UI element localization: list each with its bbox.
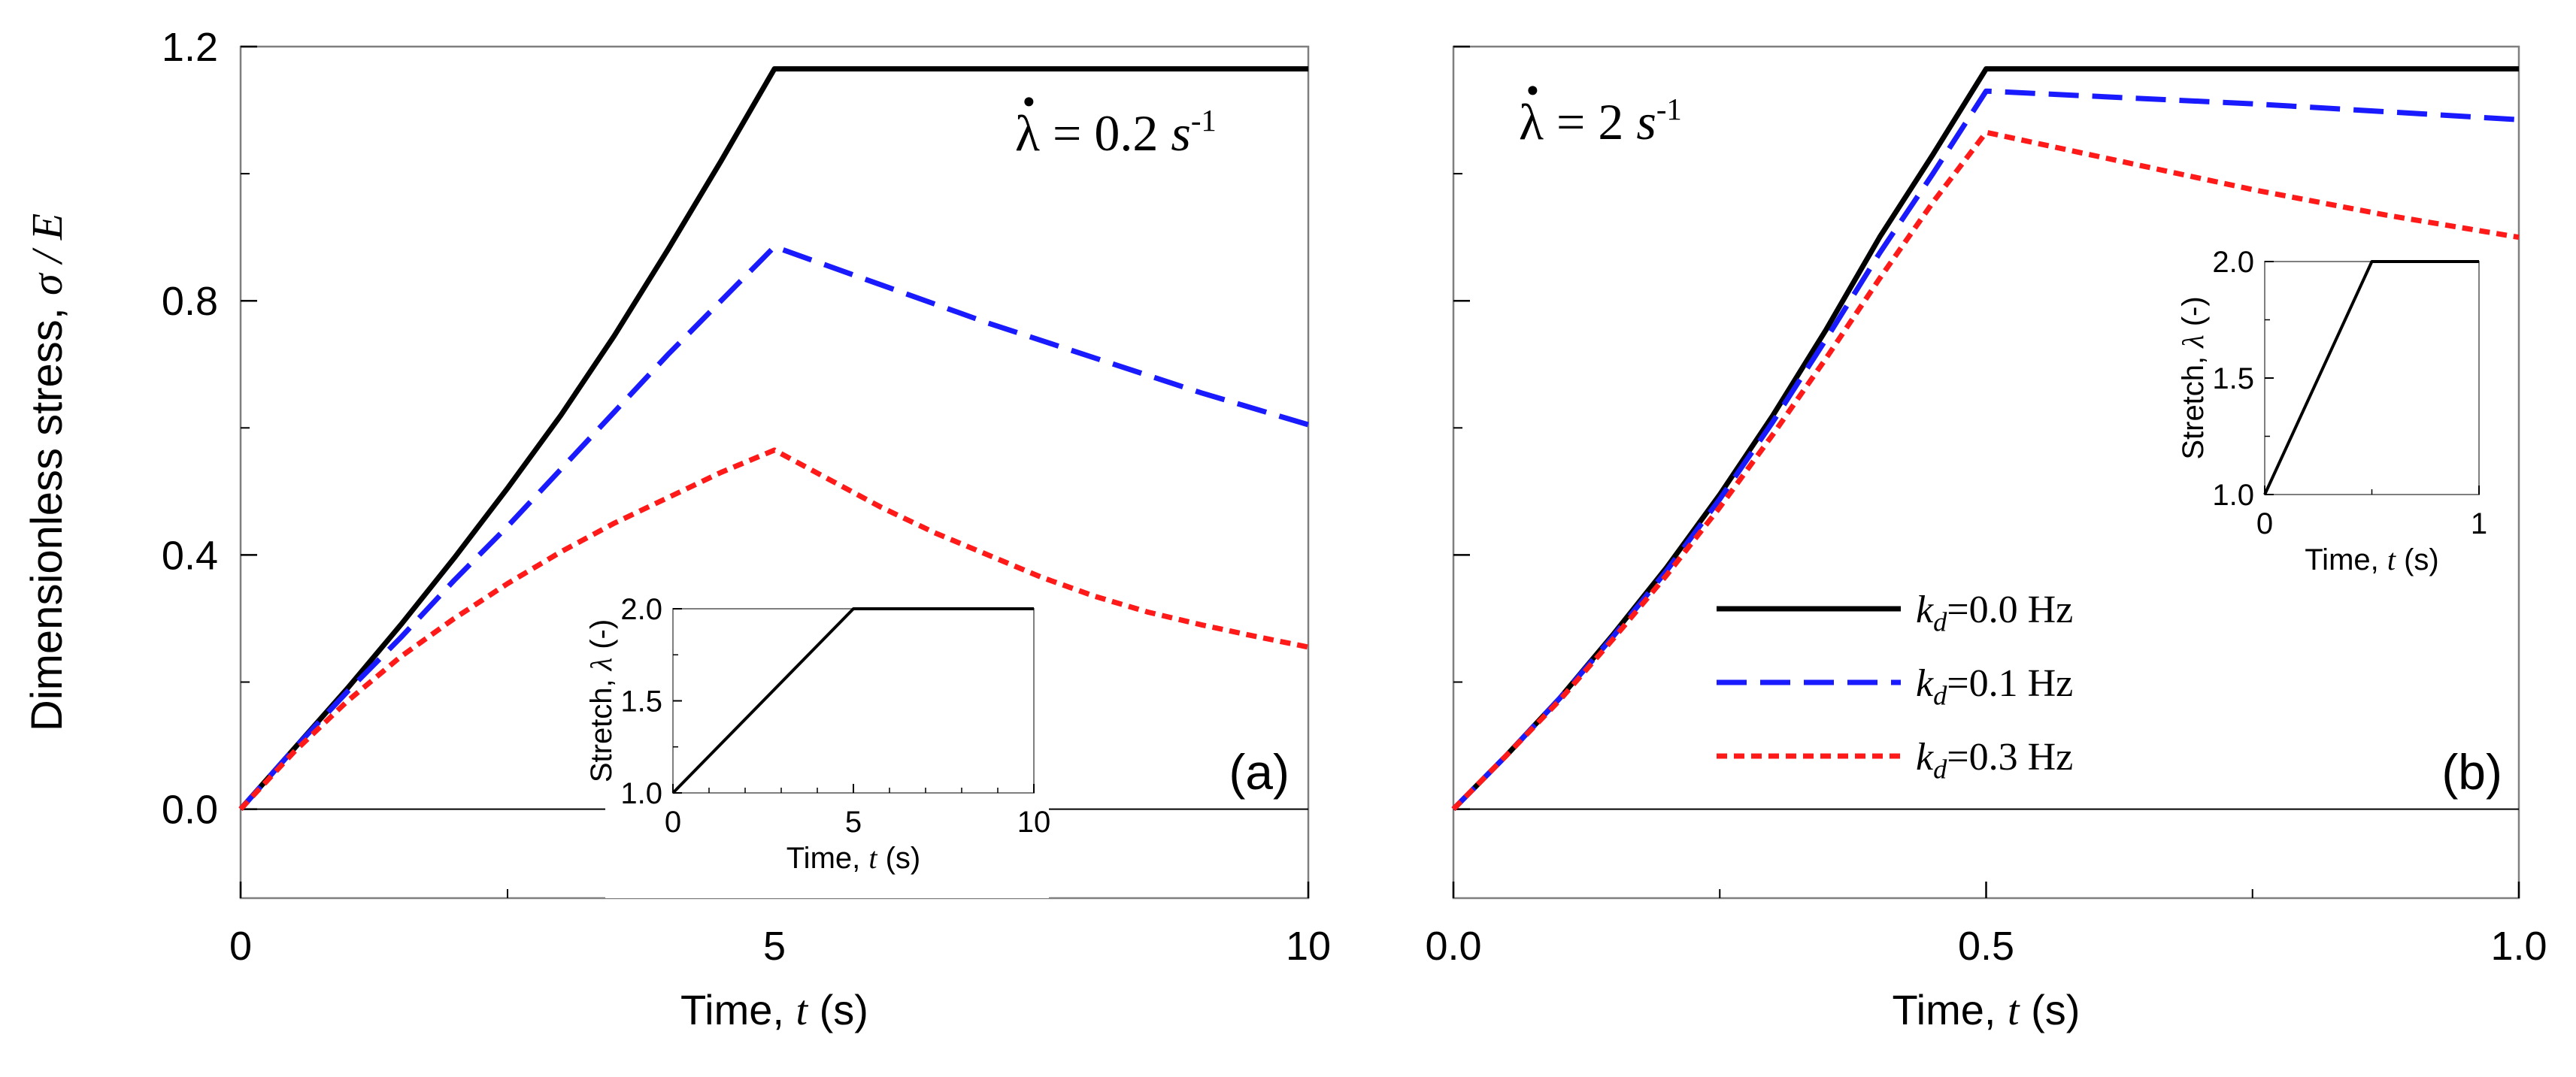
panel-label: (b)	[2441, 744, 2502, 800]
rate-dot	[1528, 86, 1538, 95]
inset-y-tick-label: 2.0	[2212, 246, 2254, 279]
series-line	[1451, 88, 2520, 812]
inset-x-tick-label: 1	[2471, 507, 2487, 540]
inset-x-tick-label: 0	[2256, 507, 2273, 540]
x-tick-label: 0	[229, 924, 252, 969]
x-tick-label: 10	[1286, 924, 1331, 969]
x-axis-label: Time, t (s)	[680, 986, 868, 1034]
panel-b: 0.0 0.5 1.0 Time, t (s) λ = 2 s-1 (b) kd=0.0 H…	[1425, 45, 2547, 1034]
inset-chart: 0 1 1.0 1.5 2.0 Time, t (s) Stretch, λ (-)	[2176, 246, 2494, 600]
rate-label: λ = 2 s-1	[1519, 92, 1682, 150]
series-line	[238, 244, 1309, 811]
y-tick-label: 0.0	[162, 788, 218, 833]
x-tick-label: 5	[763, 924, 786, 969]
y-tick-label: 1.2	[162, 25, 218, 70]
inset-y-axis-label: Stretch, λ (-)	[2176, 296, 2210, 459]
inset-x-axis-label: Time, t (s)	[2305, 543, 2439, 576]
legend-label: kd=0.3 Hz	[1916, 736, 2073, 784]
inset-chart: 0 5 10 1.0 1.5 2.0 Time, t (s) Stretch, λ (-)	[584, 593, 1050, 898]
y-tick-label: 0.8	[162, 279, 218, 324]
inset-y-tick-label: 1.5	[620, 685, 662, 719]
x-tick-label: 0.5	[1958, 924, 2014, 969]
inset-y-tick-label: 1.0	[620, 777, 662, 810]
rate-label: λ = 0.2 s-1	[1015, 104, 1217, 162]
x-tick-label: 0.0	[1425, 924, 1481, 969]
inset-background	[2197, 254, 2494, 600]
inset-x-tick-label: 10	[1017, 806, 1051, 839]
inset-x-tick-label: 0	[665, 806, 681, 839]
inset-background	[605, 601, 1049, 898]
series-line	[1451, 129, 2520, 812]
panel-a: 0 5 10 0.0 0.4 0.8 1.2 Time, t (s) Dimensionless…	[23, 25, 1331, 1034]
legend-label: kd=0.0 Hz	[1916, 588, 2073, 637]
rate-dot	[1024, 97, 1034, 107]
x-tick-label: 1.0	[2490, 924, 2547, 969]
panel-label: (a)	[1229, 744, 1290, 800]
inset-x-tick-label: 5	[845, 806, 862, 839]
inset-y-axis-label: Stretch, λ (-)	[584, 619, 618, 782]
inset-y-tick-label: 1.5	[2212, 362, 2254, 395]
inset-y-tick-label: 1.0	[2212, 479, 2254, 512]
legend-label: kd=0.1 Hz	[1916, 662, 2073, 710]
x-axis-label: Time, t (s)	[1893, 986, 2080, 1034]
y-axis-label: Dimensionless stress, σ / E	[23, 213, 71, 731]
inset-stretch-line	[2263, 260, 2479, 495]
y-tick-label: 0.4	[162, 533, 218, 578]
inset-stretch-line	[671, 607, 1034, 794]
series-line	[238, 447, 1309, 811]
inset-x-axis-label: Time, t (s)	[786, 841, 921, 875]
inset-y-tick-label: 2.0	[620, 593, 662, 626]
